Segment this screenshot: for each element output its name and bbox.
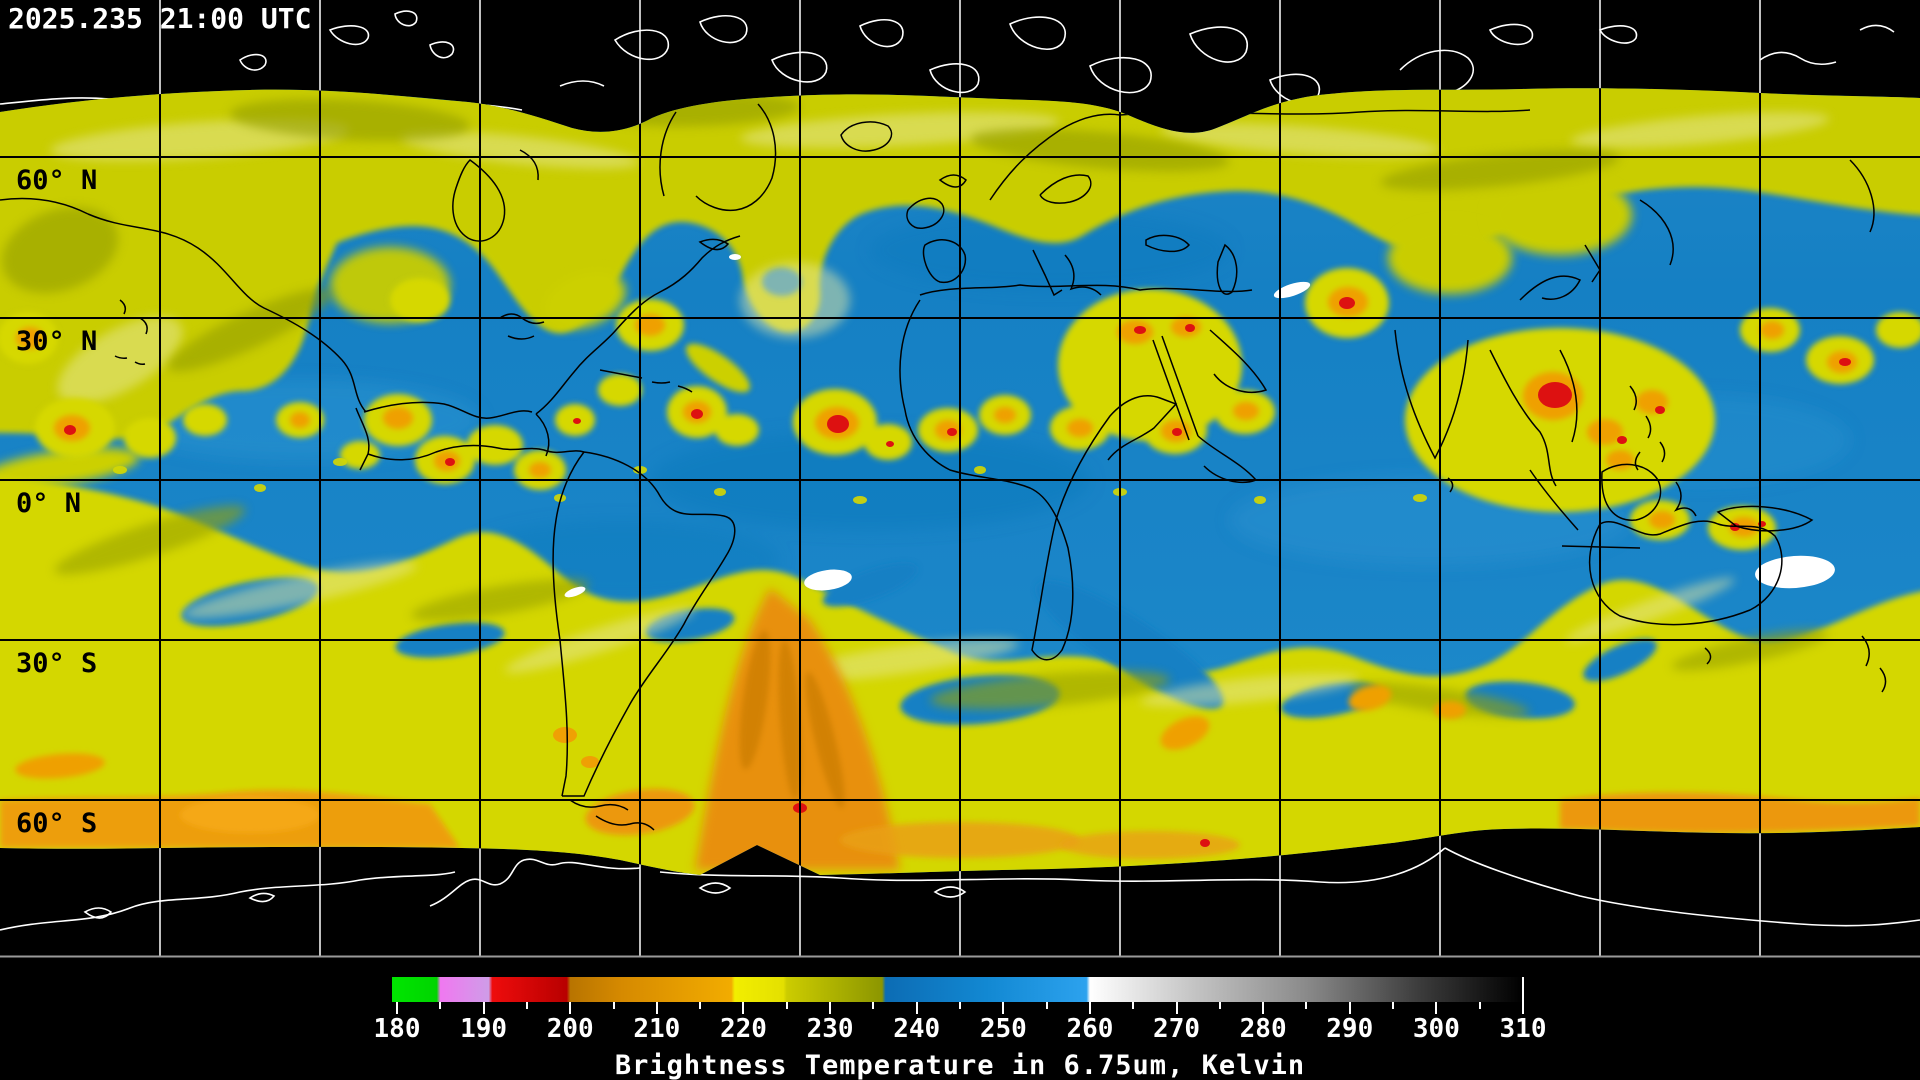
colorbar-tick	[482, 1002, 485, 1014]
colorbar-tick-label: 230	[806, 1014, 854, 1044]
colorbar-tick-label: 200	[546, 1014, 594, 1044]
colorbar-tick-label: 260	[1066, 1014, 1114, 1044]
water-vapor-map: 60° N 30° N 0° N 30° S 60° S 2025.235 21:00 …	[0, 0, 1920, 958]
satellite-data-region	[0, 0, 1920, 956]
colorbar-tick-label: 310	[1499, 1014, 1547, 1044]
colorbar-tick-label: 300	[1412, 1014, 1460, 1044]
colorbar-tick-label: 220	[719, 1014, 767, 1044]
latitude-label: 30° N	[16, 326, 97, 357]
colorbar-tick	[785, 1002, 788, 1009]
colorbar-tick	[612, 1002, 615, 1009]
colorbar-endcap	[1522, 977, 1524, 1002]
colorbar-tick	[1305, 1002, 1308, 1009]
colorbar-gradient	[392, 977, 1529, 1002]
colorbar-tick	[1262, 1002, 1265, 1014]
colorbar-tick	[959, 1002, 961, 1009]
colorbar-tick	[699, 1002, 702, 1009]
colorbar-tick	[1348, 1002, 1351, 1014]
colorbar-tick	[525, 1002, 528, 1009]
gridlines-data	[0, 0, 1920, 956]
northern-moisture-band	[0, 88, 1920, 489]
antarctic-coastlines	[0, 847, 1920, 931]
colorbar-tick	[1002, 1002, 1005, 1014]
timestamp-label: 2025.235 21:00 UTC	[8, 2, 311, 35]
latitude-label: 0° N	[16, 488, 81, 519]
colorbar-tick-label: 270	[1153, 1014, 1201, 1044]
world-map-panel: 60° N 30° N 0° N 30° S 60° S 2025.235 21:00 …	[0, 0, 1920, 958]
colorbar-tick-label: 250	[979, 1014, 1027, 1044]
tropical-convection	[0, 268, 1920, 550]
colorbar-caption: Brightness Temperature in 6.75um, Kelvin	[614, 1050, 1306, 1080]
colorbar-tick	[1522, 1002, 1524, 1014]
colorbar-tick-label: 290	[1326, 1014, 1374, 1044]
colorbar-tick	[1435, 1002, 1438, 1014]
latitude-labels: 60° N 30° N 0° N 30° S 60° S	[16, 165, 97, 839]
colorbar-tick-label: 180	[373, 1014, 421, 1044]
colorbar-tick-label: 190	[460, 1014, 508, 1044]
colorbar-tick-label: 240	[893, 1014, 941, 1044]
latitude-label: 30° S	[16, 648, 97, 679]
white-cloud-spots	[564, 254, 1835, 598]
colorbar-tick	[439, 1002, 442, 1009]
colorbar-tick	[1132, 1002, 1135, 1009]
colorbar-tick	[1175, 1002, 1178, 1014]
colorbar-tick	[569, 1002, 572, 1014]
colorbar-tick	[1478, 1002, 1481, 1009]
colorbar-tick	[1218, 1002, 1221, 1009]
colorbar-tick	[1392, 1002, 1395, 1009]
colorbar-tick	[872, 1002, 875, 1009]
colorbar-tick-label: 280	[1239, 1014, 1287, 1044]
colorbar-tick	[742, 1002, 745, 1014]
colorbar-tick	[915, 1002, 918, 1014]
latitude-label: 60° N	[16, 165, 97, 196]
colorbar-tick	[1045, 1002, 1048, 1009]
latitude-label: 60° S	[16, 808, 97, 839]
colorbar-tick	[655, 1002, 658, 1014]
colorbar-tick	[829, 1002, 832, 1014]
colorbar-tick	[1088, 1002, 1091, 1014]
coastlines	[0, 103, 1887, 831]
colorbar-legend: 180 190 200 210 220 230 240 250 260 270 280 290 300 3…	[0, 958, 1920, 1080]
colorbar-tick-label: 210	[633, 1014, 681, 1044]
colorbar-tick	[396, 1002, 398, 1014]
